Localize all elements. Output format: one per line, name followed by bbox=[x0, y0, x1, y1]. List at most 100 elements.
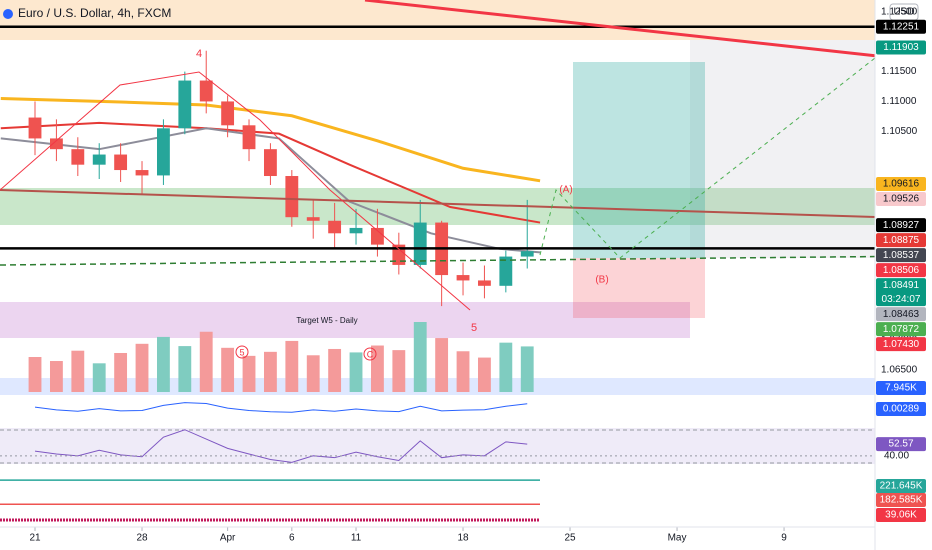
price-badge bbox=[876, 218, 926, 233]
volume-bar bbox=[520, 346, 534, 392]
candle-body bbox=[456, 275, 470, 281]
volume-bar bbox=[306, 355, 320, 392]
price-badge bbox=[876, 493, 926, 507]
candle-body bbox=[306, 217, 320, 221]
y-tick-label: 1.10500 bbox=[881, 126, 918, 137]
candle-body bbox=[285, 176, 299, 218]
chart-title: Euro / U.S. Dollar, 4h, FXCM bbox=[18, 6, 171, 20]
price-badge-label: 182.585K bbox=[880, 495, 923, 506]
candle-body bbox=[92, 154, 106, 165]
volume-bar bbox=[435, 338, 449, 392]
wave-label: 5 bbox=[471, 322, 477, 334]
price-badge-label: 221.645K bbox=[880, 481, 923, 492]
volume-bar bbox=[371, 345, 384, 392]
circle-label: C bbox=[367, 349, 374, 359]
price-badge-label: 1.08506 bbox=[883, 265, 920, 276]
rsi-line bbox=[34, 429, 528, 463]
volume-bar bbox=[178, 346, 192, 392]
volume-bar bbox=[28, 357, 42, 392]
wave-label: (B) bbox=[595, 275, 608, 286]
price-badge-label: 1.09526 bbox=[883, 194, 920, 205]
price-badge bbox=[876, 381, 926, 395]
volume-bar bbox=[413, 322, 427, 392]
price-badge bbox=[876, 248, 926, 263]
volume-bar bbox=[328, 348, 342, 392]
price-badge bbox=[876, 479, 926, 493]
x-tick-label: May bbox=[668, 533, 687, 544]
target-zone bbox=[0, 302, 690, 338]
price-badge bbox=[876, 40, 926, 55]
price-badge bbox=[876, 263, 926, 278]
wave-label: 4 bbox=[196, 48, 202, 60]
candle-body bbox=[349, 227, 363, 234]
price-badge bbox=[876, 278, 926, 307]
volume-bar bbox=[135, 343, 149, 392]
price-badge-label: 1.08463 bbox=[883, 309, 920, 320]
price-badge-label: 1.08927 bbox=[883, 220, 920, 231]
volume-bar bbox=[199, 331, 213, 392]
volume-bar bbox=[49, 361, 63, 392]
candle-body bbox=[264, 149, 277, 177]
price-badge bbox=[876, 508, 926, 522]
candle-body bbox=[71, 149, 85, 165]
candle-body bbox=[392, 244, 406, 265]
price-badge-label: 0.00289 bbox=[883, 404, 920, 415]
trendline-top bbox=[364, 0, 932, 64]
candle-body bbox=[328, 220, 342, 234]
candle-body bbox=[520, 251, 534, 257]
x-tick-label: 9 bbox=[781, 533, 787, 544]
price-badge-label: 1.08875 bbox=[883, 235, 920, 246]
candle-body bbox=[478, 280, 491, 286]
volume-bar bbox=[221, 347, 235, 392]
price-badge-label: 52.57 bbox=[888, 439, 913, 450]
volume-bar bbox=[156, 336, 170, 392]
circle-5 bbox=[235, 345, 249, 359]
candle-body bbox=[135, 170, 149, 176]
y-tick-label: 1.11500 bbox=[881, 66, 917, 77]
candle-body bbox=[199, 80, 213, 102]
x-tick-label: 21 bbox=[29, 533, 41, 544]
price-badge bbox=[876, 19, 926, 34]
circle-c bbox=[363, 347, 377, 361]
projection-zone bbox=[690, 40, 875, 258]
price-badge bbox=[876, 437, 926, 452]
volume-bar bbox=[285, 340, 299, 392]
projection-path bbox=[539, 57, 876, 259]
y-tick-label: 1.12500 bbox=[881, 7, 918, 18]
y-tick-label: 1.11000 bbox=[881, 96, 917, 107]
price-badge-label: 1.12251 bbox=[883, 21, 920, 32]
price-badge-label: 1.09616 bbox=[883, 179, 920, 190]
volume-bar bbox=[349, 352, 363, 392]
wave-label: (A) bbox=[559, 185, 572, 196]
plot bbox=[0, 11, 879, 531]
x-tick-label: 6 bbox=[289, 533, 295, 544]
oscillator-line bbox=[34, 402, 528, 413]
candle-body bbox=[114, 154, 128, 171]
moving-average bbox=[0, 121, 541, 224]
price-badge bbox=[876, 177, 926, 192]
rsi-band bbox=[0, 428, 875, 464]
price-badge bbox=[876, 192, 926, 207]
price-badge-label: 1.11903 bbox=[883, 42, 919, 53]
price-badge-label: 1.07430 bbox=[883, 339, 920, 350]
target-label: Target W5 - Daily bbox=[296, 316, 357, 325]
volume-bar bbox=[92, 363, 106, 392]
x-tick-label: Apr bbox=[220, 533, 236, 544]
candle-body bbox=[156, 128, 170, 176]
currency[interactable]: USD bbox=[893, 7, 914, 18]
volume-bar bbox=[392, 350, 406, 392]
price-badge bbox=[876, 307, 926, 322]
price-badge bbox=[876, 402, 926, 416]
long-stop bbox=[573, 258, 705, 318]
symbol-icon bbox=[3, 9, 13, 19]
dashed-level bbox=[0, 255, 932, 266]
x-tick-label: 28 bbox=[136, 533, 148, 544]
x-tick-label: 11 bbox=[351, 533, 362, 544]
price-badge bbox=[876, 337, 926, 352]
candle-body bbox=[499, 256, 513, 286]
volume-bar bbox=[114, 352, 128, 392]
price-badge bbox=[876, 322, 926, 337]
candle-body bbox=[221, 101, 235, 126]
